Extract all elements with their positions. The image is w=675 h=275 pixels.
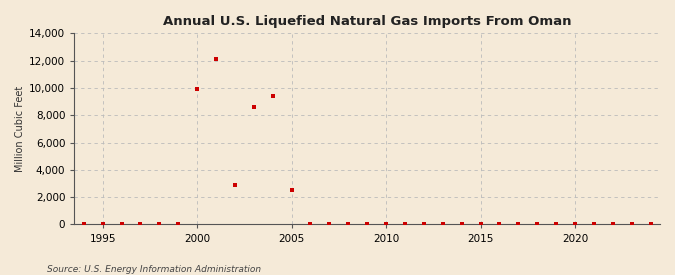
Text: Source: U.S. Energy Information Administration: Source: U.S. Energy Information Administ…	[47, 265, 261, 274]
Point	[324, 222, 335, 227]
Point	[570, 222, 580, 227]
Point	[532, 222, 543, 227]
Point	[589, 222, 599, 227]
Point	[362, 222, 373, 227]
Point	[78, 222, 89, 227]
Point	[286, 188, 297, 192]
Point	[494, 222, 505, 227]
Point	[305, 222, 316, 227]
Point	[400, 222, 410, 227]
Point	[211, 57, 221, 62]
Point	[418, 222, 429, 227]
Point	[173, 222, 184, 227]
Point	[192, 87, 202, 92]
Point	[135, 222, 146, 227]
Y-axis label: Million Cubic Feet: Million Cubic Feet	[15, 86, 25, 172]
Point	[230, 183, 240, 187]
Point	[608, 222, 618, 227]
Point	[381, 222, 392, 227]
Point	[513, 222, 524, 227]
Point	[437, 222, 448, 227]
Point	[154, 222, 165, 227]
Point	[267, 94, 278, 98]
Point	[343, 222, 354, 227]
Point	[626, 222, 637, 227]
Point	[456, 222, 467, 227]
Point	[475, 222, 486, 227]
Point	[97, 222, 108, 227]
Point	[116, 222, 127, 227]
Point	[551, 222, 562, 227]
Title: Annual U.S. Liquefied Natural Gas Imports From Oman: Annual U.S. Liquefied Natural Gas Import…	[163, 15, 572, 28]
Point	[645, 222, 656, 227]
Point	[248, 105, 259, 109]
